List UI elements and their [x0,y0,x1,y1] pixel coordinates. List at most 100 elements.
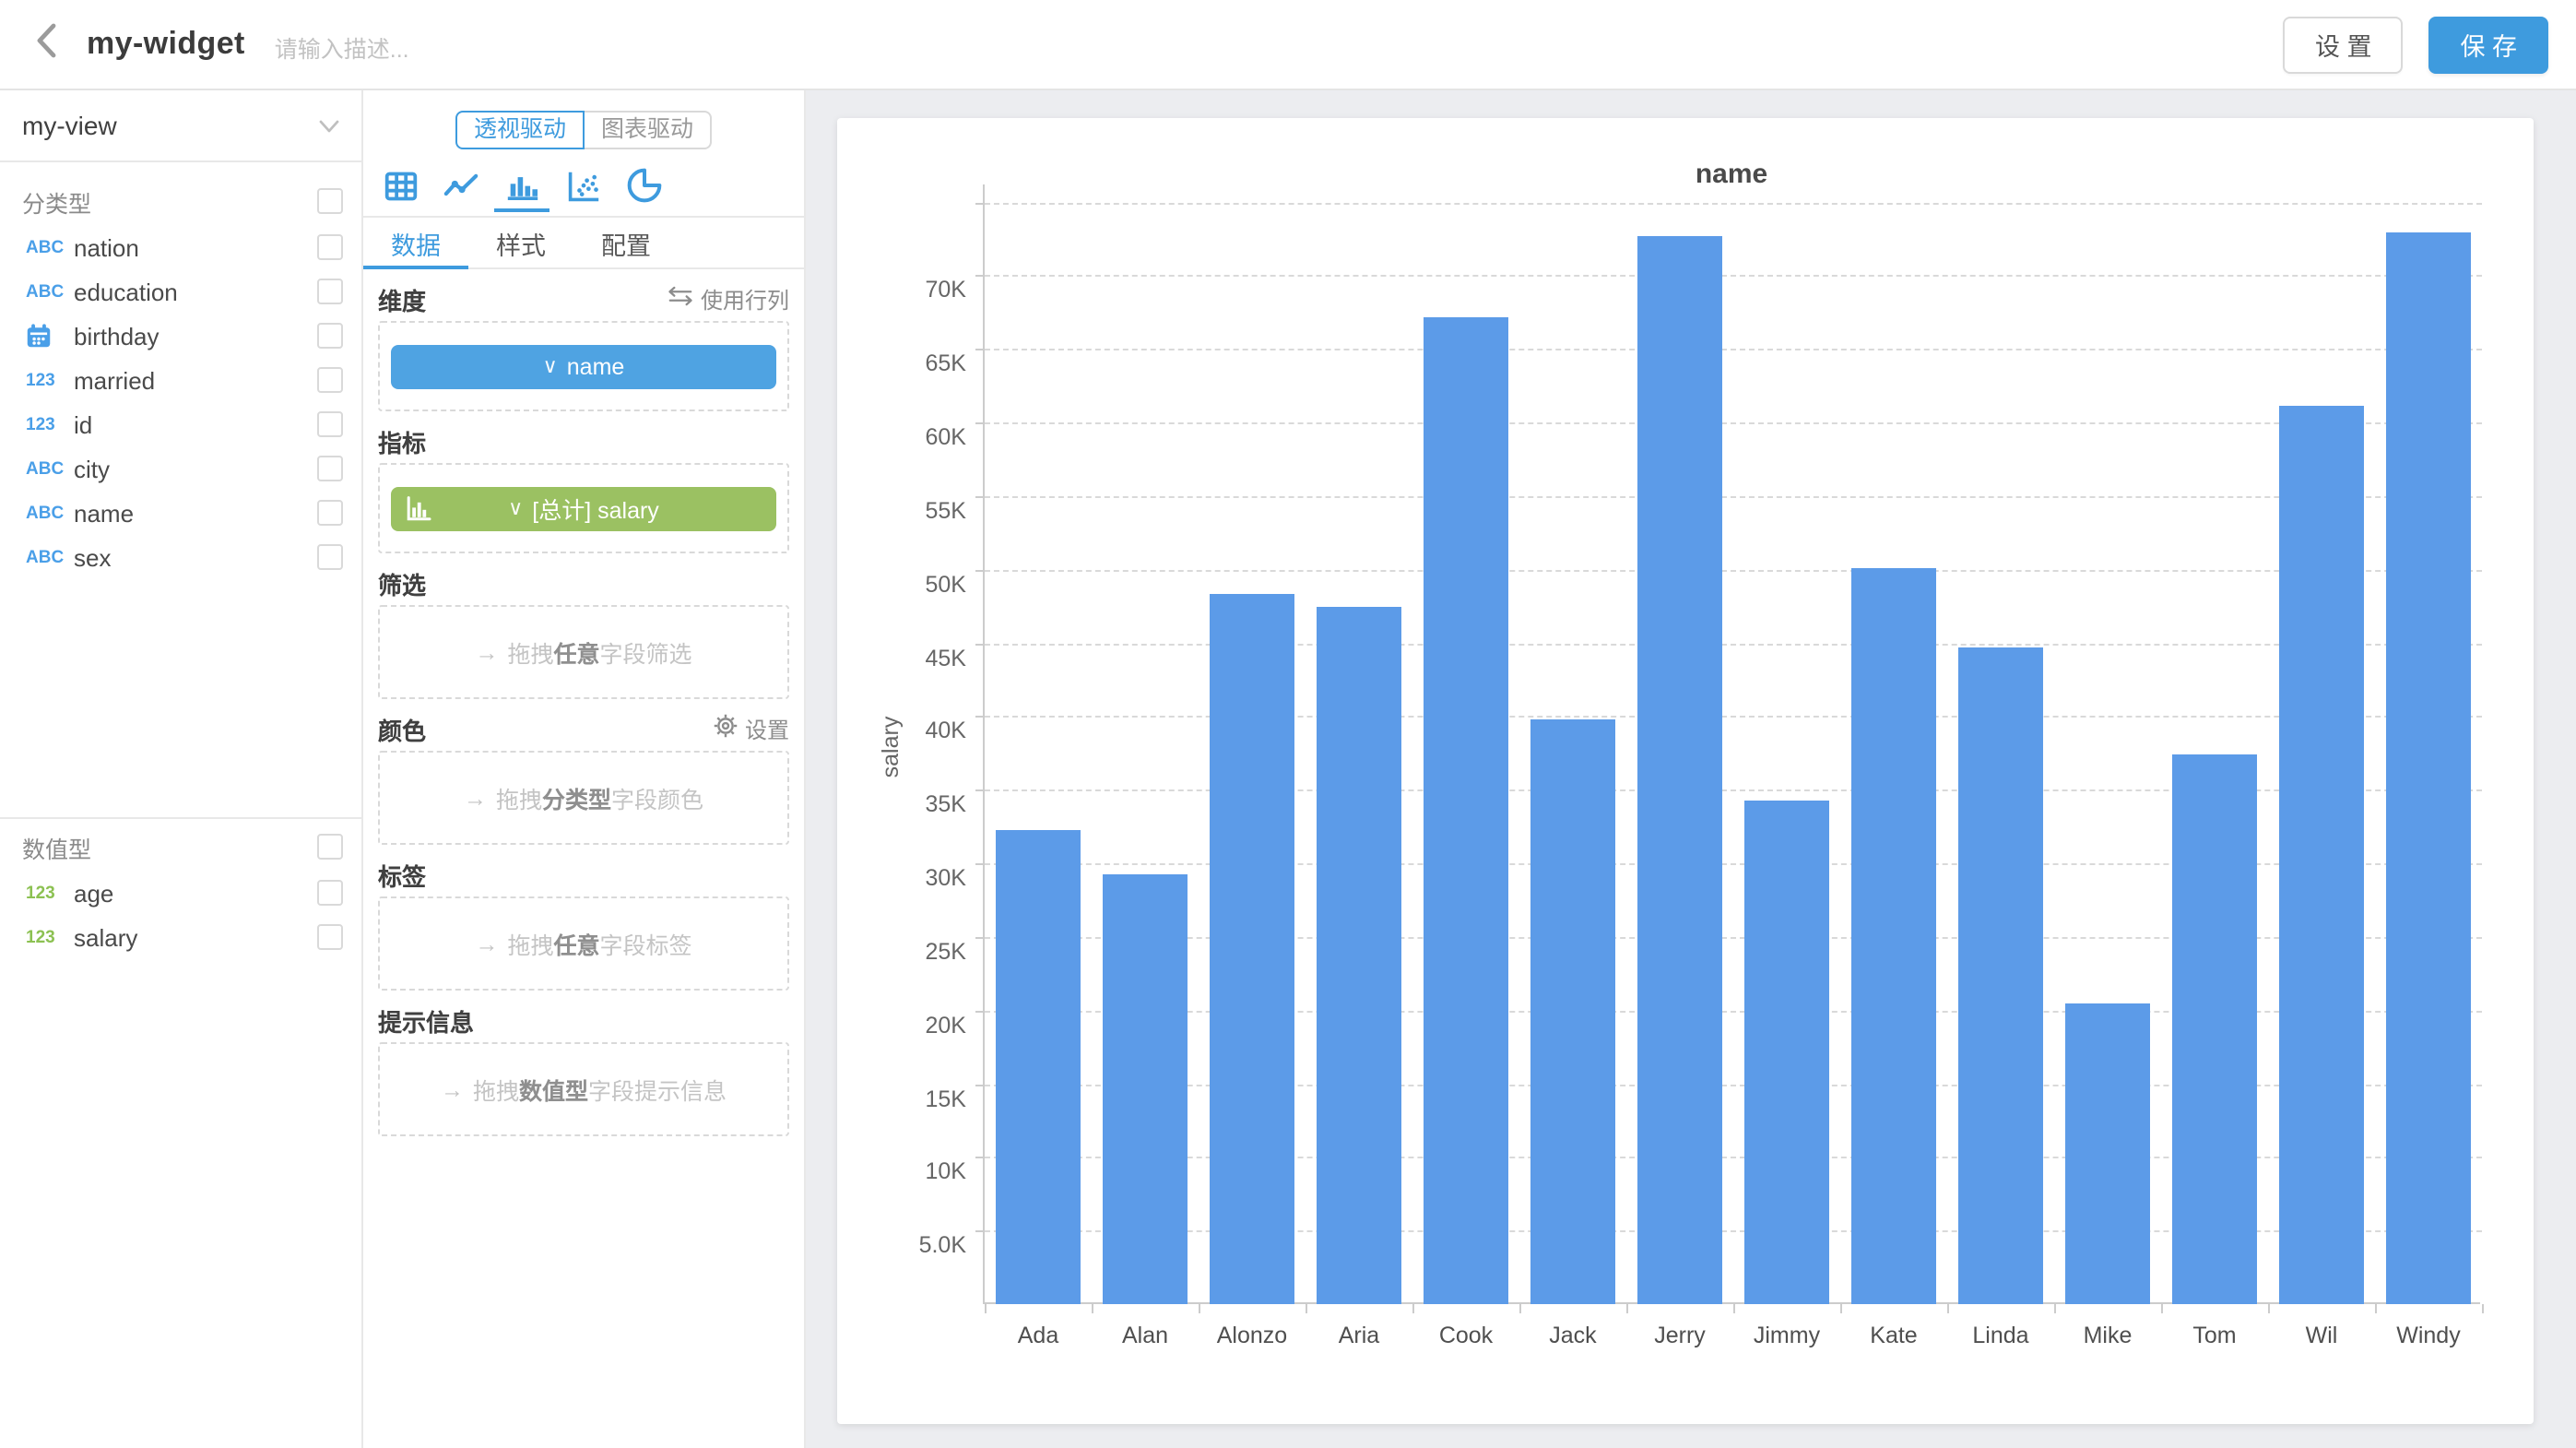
arrow-right-icon: → [463,785,487,811]
field-checkbox[interactable] [317,456,343,481]
dimension-chip-name[interactable]: ∨ name [391,344,776,388]
x-axis-tick [1412,1304,1414,1313]
numeric-section-header: 数值型 [0,823,361,871]
y-axis-tick [975,569,985,572]
field-row-city[interactable]: ABC city [0,446,361,491]
field-row-name[interactable]: ABC name [0,491,361,535]
number-type-icon: 123 [26,370,55,390]
y-axis-tick [975,1010,985,1013]
metric-dropzone[interactable]: ∨ [总计] salary [378,463,789,553]
field-checkbox[interactable] [317,367,343,393]
bar-Aria [1317,606,1401,1304]
bar-Cook [1424,316,1508,1304]
bar-chart-icon [406,495,431,521]
color-settings-label: 设置 [744,717,789,742]
x-tick-label: Cook [1438,1323,1494,1348]
description-input[interactable] [270,34,677,64]
metric-chip-salary[interactable]: ∨ [总计] salary [391,486,776,530]
x-axis-tick [1199,1304,1200,1313]
y-axis-tick [975,1157,985,1159]
y-axis-tick [975,275,985,278]
arrow-right-icon: → [475,639,499,665]
tooltip-label: 提示信息 [378,1008,475,1036]
tab-data[interactable]: 数据 [391,231,441,259]
label-dropzone[interactable]: → 拖拽任意字段标签 [378,896,789,991]
x-tick-label: Jimmy [1753,1323,1821,1348]
text-type-icon: ABC [26,237,65,257]
y-tick-label: 35K [925,791,967,818]
field-row-education[interactable]: ABC education [0,269,361,314]
field-checkbox[interactable] [317,234,343,260]
field-row-birthday[interactable]: birthday [0,314,361,358]
field-name: nation [74,233,139,261]
field-checkbox[interactable] [317,544,343,570]
bar-Linda [1958,647,2043,1304]
dimension-dropzone[interactable]: ∨ name [378,321,789,411]
field-checkbox[interactable] [317,924,343,950]
chart-type-scatter-icon[interactable] [564,168,601,203]
bar-Mike [2065,1003,2150,1304]
y-axis-tick [975,349,985,351]
bar-Wil [2279,405,2364,1304]
field-row-id[interactable]: 123 id [0,402,361,446]
mode-chart-driven[interactable]: 图表驱动 [585,111,713,149]
use-row-col-action[interactable]: 使用行列 [668,283,789,315]
x-axis-tick [985,1304,987,1313]
gridline [985,349,2482,351]
config-sections: 维度 使用行列 ∨ name 指标 [363,280,804,1136]
text-type-icon: ABC [26,547,65,567]
field-row-married[interactable]: 123 married [0,358,361,402]
gridline [985,863,2482,865]
chart-preview-area: name salary 70K 65K 60K 55K 50K 45K 40K 35K 30K 2… [806,90,2576,1448]
field-checkbox[interactable] [317,323,343,349]
color-settings-action[interactable]: 设置 [714,713,789,744]
mode-pivot-driven[interactable]: 透视驱动 [455,111,585,149]
use-row-col-label: 使用行列 [700,287,789,313]
section-label: 数值型 [22,837,92,862]
field-checkbox[interactable] [317,880,343,906]
gridline [985,495,2482,498]
x-tick-label: Aria [1338,1323,1380,1348]
chart-type-table-icon[interactable] [382,168,419,203]
save-button[interactable]: 保 存 [2428,16,2548,73]
field-name: education [74,278,178,305]
field-row-sex[interactable]: ABC sex [0,535,361,579]
filter-dropzone[interactable]: → 拖拽任意字段筛选 [378,605,789,699]
gridline [985,275,2482,278]
color-dropzone[interactable]: → 拖拽分类型字段颜色 [378,751,789,845]
label-drop-hint: → 拖拽任意字段标签 [475,931,692,959]
y-axis-tick [975,789,985,792]
gridline [985,1157,2482,1159]
field-row-salary[interactable]: 123 salary [0,915,361,959]
tab-style[interactable]: 样式 [496,231,546,259]
field-checkbox[interactable] [317,500,343,526]
text-type-icon: ABC [26,503,65,523]
tooltip-dropzone[interactable]: → 拖拽数值型字段提示信息 [378,1042,789,1136]
chart-type-pie-icon[interactable] [625,168,662,203]
y-axis-tick [975,716,985,718]
chevron-down-icon: ∨ [542,356,558,378]
chart-type-bar-icon[interactable] [494,168,549,212]
settings-button[interactable]: 设 置 [2283,16,2404,73]
section-checkbox[interactable] [317,188,343,214]
chart-config-panel: 透视驱动 图表驱动 [363,90,806,1448]
y-tick-label: 70K [925,277,967,303]
swap-icon [668,286,693,312]
view-selector[interactable]: my-view [0,90,361,162]
field-checkbox[interactable] [317,411,343,437]
back-button[interactable] [30,22,63,66]
field-checkbox[interactable] [317,279,343,304]
y-tick-label: 30K [925,865,967,891]
metric-label: 指标 [378,429,427,457]
metric-header: 指标 [378,422,789,459]
chart-type-line-icon[interactable] [443,168,479,203]
categorical-section: 分类型 ABC nation ABC education [0,162,361,819]
x-tick-label: Linda [1972,1323,2029,1348]
section-checkbox[interactable] [317,834,343,860]
widget-title[interactable]: my-widget [87,26,245,61]
x-axis-tick [2375,1304,2377,1313]
field-row-nation[interactable]: ABC nation [0,225,361,269]
tab-setting[interactable]: 配置 [601,231,651,259]
field-row-age[interactable]: 123 age [0,871,361,915]
label-label: 标签 [378,862,427,890]
